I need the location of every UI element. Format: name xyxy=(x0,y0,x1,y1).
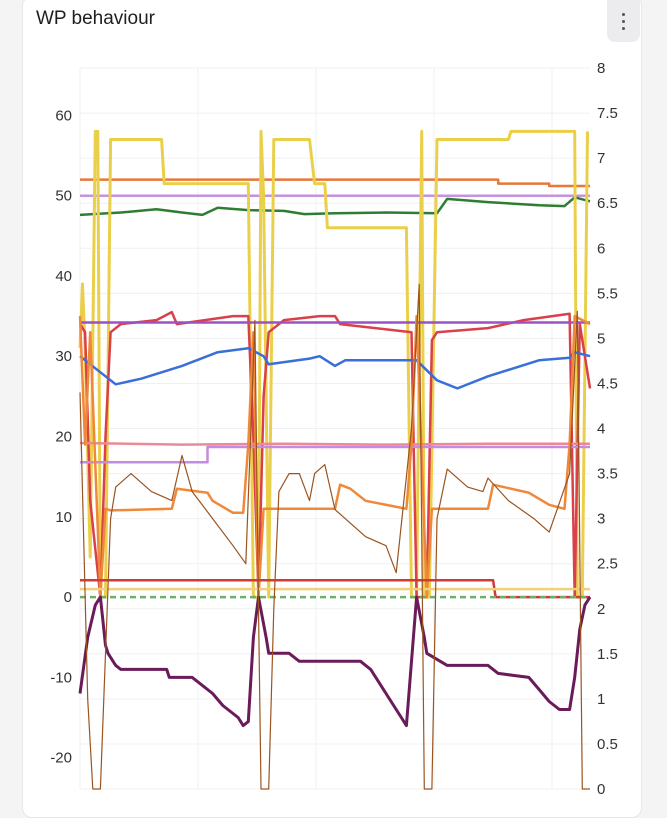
left-axis-tick-label: 10 xyxy=(55,509,72,526)
right-axis-tick-label: 3 xyxy=(597,511,605,528)
left-axis-tick-label: -10 xyxy=(50,669,72,686)
chart-card xyxy=(22,0,642,818)
series-line-9 xyxy=(78,314,591,599)
series-line-13 xyxy=(78,595,592,728)
right-axis-tick-label: 7 xyxy=(597,150,605,167)
right-axis-tick-label: 1 xyxy=(597,691,605,708)
left-axis-tick-label: 0 xyxy=(64,589,72,606)
right-axis-tick-label: 2 xyxy=(597,601,605,618)
series-line-7 xyxy=(79,441,590,446)
right-axis-tick-label: 8 xyxy=(597,60,605,77)
left-axis-tick-label: 30 xyxy=(55,348,72,365)
right-axis-tick-label: 5.5 xyxy=(597,285,618,302)
series-line-6 xyxy=(79,346,591,390)
more-vertical-icon xyxy=(622,11,625,32)
more-options-button[interactable] xyxy=(607,0,640,42)
right-axis-tick-label: 6 xyxy=(597,240,605,257)
right-axis-tick-label: 0.5 xyxy=(597,736,618,753)
left-axis-tick-label: 60 xyxy=(55,107,72,124)
left-axis-tick-label: 50 xyxy=(55,188,72,205)
left-axis-tick-label: -20 xyxy=(50,750,72,767)
series-line-4 xyxy=(78,310,592,599)
right-axis-tick-label: 6.5 xyxy=(597,195,618,212)
right-axis-tick-label: 2.5 xyxy=(597,556,618,573)
right-axis-tick-label: 4.5 xyxy=(597,375,618,392)
line-chart: 0 0.5 1 1.5 2 2.5 3 3.5 4 4.5 5 5.5 6 6.5 7 7.5 8 -20 -10 0… xyxy=(50,60,618,798)
left-axis-tick-label: 20 xyxy=(55,429,72,446)
series-line-14 xyxy=(79,283,590,790)
right-axis-tick-label: 3.5 xyxy=(597,466,618,483)
chart-title: WP behaviour xyxy=(36,8,155,29)
series-line-0 xyxy=(80,178,590,188)
left-axis-tick-label: 40 xyxy=(55,268,72,285)
right-axis-tick-label: 1.5 xyxy=(597,646,618,663)
series-line-8 xyxy=(80,445,590,464)
right-axis-tick-label: 5 xyxy=(597,330,605,347)
right-axis-tick-label: 7.5 xyxy=(597,105,618,122)
series-line-2 xyxy=(79,196,591,217)
series-line-3 xyxy=(78,129,589,599)
right-axis-tick-label: 4 xyxy=(597,421,605,438)
right-axis-tick-label: 0 xyxy=(597,781,605,798)
